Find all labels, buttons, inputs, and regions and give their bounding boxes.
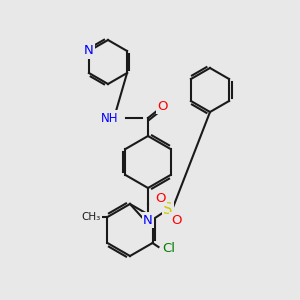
Text: Cl: Cl (162, 242, 175, 256)
Text: O: O (171, 214, 181, 226)
Text: N: N (84, 44, 94, 58)
Text: O: O (155, 191, 165, 205)
Text: CH₃: CH₃ (82, 212, 101, 222)
Text: O: O (158, 100, 168, 112)
Text: S: S (163, 202, 173, 217)
Text: N: N (143, 214, 153, 226)
Text: NH: NH (101, 112, 119, 124)
